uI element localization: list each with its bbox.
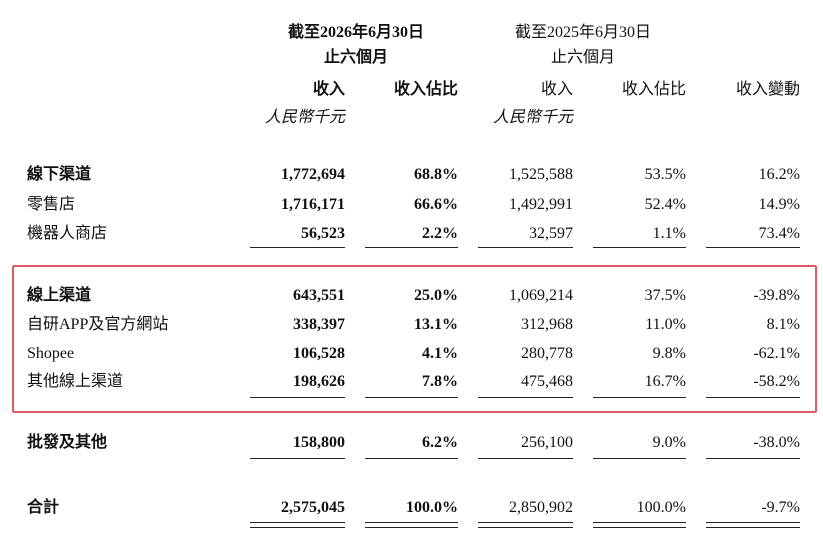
cell: 16.7% — [644, 373, 686, 390]
cell: 2,575,045 — [281, 499, 345, 516]
period-header: 止六個月 — [550, 49, 616, 66]
cell: 338,397 — [293, 316, 345, 333]
rule — [250, 397, 345, 398]
cell: 158,800 — [293, 434, 345, 451]
cell: -58.2% — [753, 373, 800, 390]
rule — [478, 522, 573, 523]
cell: -62.1% — [753, 345, 800, 362]
cell: 9.0% — [652, 434, 686, 451]
row-label: 零售店 — [27, 196, 76, 213]
cell: 9.8% — [652, 345, 686, 362]
column-header: 收入 — [312, 81, 345, 98]
rule — [706, 522, 800, 523]
period-header: 截至2026年6月30日 — [287, 24, 425, 41]
column-header: 收入變動 — [735, 81, 800, 98]
cell: 68.8% — [414, 166, 458, 183]
column-header: 收入 — [540, 81, 573, 98]
rule — [593, 522, 686, 523]
cell: 52.4% — [644, 196, 686, 213]
rule — [478, 458, 573, 459]
cell: 16.2% — [758, 166, 800, 183]
rule — [478, 527, 573, 528]
rule — [365, 522, 458, 523]
rule — [250, 527, 345, 528]
period-header: 截至2025年6月30日 — [514, 24, 652, 41]
period-header: 止六個月 — [323, 49, 389, 66]
cell: 1,492,991 — [509, 196, 573, 213]
cell: 100.0% — [636, 499, 686, 516]
row-label: 自研APP及官方網站 — [27, 316, 169, 333]
rule — [593, 247, 686, 248]
rule — [478, 247, 573, 248]
rule — [365, 247, 458, 248]
column-header: 收入佔比 — [621, 81, 686, 98]
row-label: 合計 — [27, 499, 60, 516]
cell: 4.1% — [422, 345, 458, 362]
cell: 1,772,694 — [281, 166, 345, 183]
cell: 100.0% — [406, 499, 458, 516]
rule — [250, 522, 345, 523]
cell: 13.1% — [414, 316, 458, 333]
rule — [365, 458, 458, 459]
rule — [593, 527, 686, 528]
rule — [593, 397, 686, 398]
cell: 14.9% — [758, 196, 800, 213]
cell: 37.5% — [644, 287, 686, 304]
cell: 73.4% — [758, 225, 800, 242]
cell: 2.2% — [422, 225, 458, 242]
rule — [706, 247, 800, 248]
cell: 11.0% — [645, 316, 686, 333]
column-header: 收入佔比 — [393, 81, 458, 98]
row-label: 批發及其他 — [27, 434, 108, 451]
row-label: 線上渠道 — [27, 287, 92, 304]
unit-label: 人民幣千元 — [264, 109, 345, 126]
cell: 1,069,214 — [509, 287, 573, 304]
cell: 56,523 — [301, 225, 345, 242]
cell: 7.8% — [422, 373, 458, 390]
row-label: Shopee — [27, 345, 75, 362]
rule — [706, 458, 800, 459]
cell: 8.1% — [766, 316, 800, 333]
cell: -38.0% — [753, 434, 800, 451]
rule — [365, 397, 458, 398]
cell: 6.2% — [422, 434, 458, 451]
cell: 53.5% — [644, 166, 686, 183]
rule — [593, 458, 686, 459]
rule — [706, 397, 800, 398]
cell: 198,626 — [293, 373, 345, 390]
cell: 106,528 — [293, 345, 345, 362]
cell: 1,716,171 — [281, 196, 345, 213]
highlight-box — [12, 265, 817, 413]
cell: 643,551 — [293, 287, 345, 304]
row-label: 線下渠道 — [27, 166, 92, 183]
unit-label: 人民幣千元 — [492, 109, 573, 126]
cell: 1.1% — [652, 225, 686, 242]
rule — [250, 247, 345, 248]
cell: 66.6% — [414, 196, 458, 213]
row-label: 其他線上渠道 — [27, 373, 124, 390]
cell: 2,850,902 — [509, 499, 573, 516]
cell: 32,597 — [529, 225, 573, 242]
rule — [250, 458, 345, 459]
cell: 25.0% — [414, 287, 458, 304]
cell: 256,100 — [521, 434, 573, 451]
cell: 475,468 — [521, 373, 573, 390]
cell: 312,968 — [521, 316, 573, 333]
rule — [706, 527, 800, 528]
row-label: 機器人商店 — [27, 225, 108, 242]
rule — [478, 397, 573, 398]
cell: -9.7% — [761, 499, 800, 516]
cell: 280,778 — [521, 345, 573, 362]
cell: 1,525,588 — [509, 166, 573, 183]
cell: -39.8% — [753, 287, 800, 304]
rule — [365, 527, 458, 528]
